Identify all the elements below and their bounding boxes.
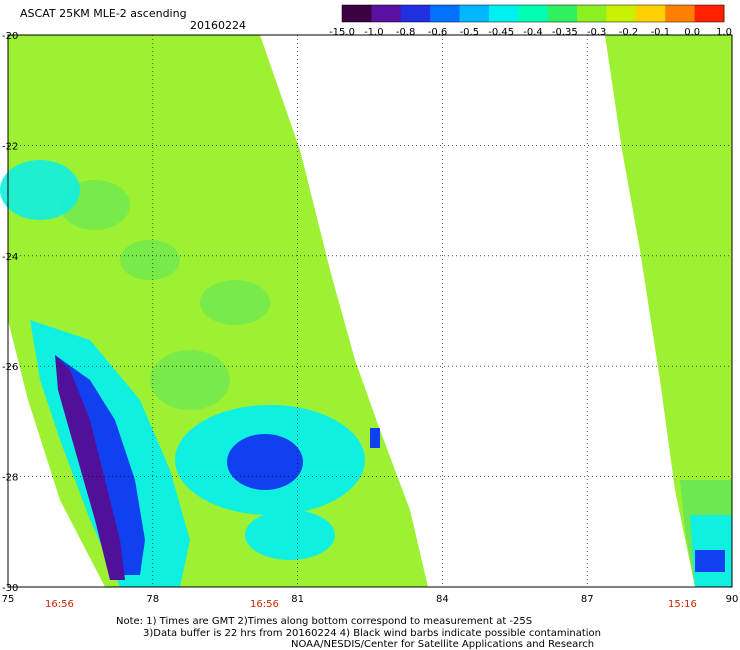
y-tick-label: -20 (2, 31, 18, 42)
colorbar-swatch (665, 5, 696, 22)
colorbar-swatch (547, 5, 578, 22)
x-tick-label: 87 (581, 594, 594, 605)
swath-feature (227, 434, 303, 490)
colorbar-swatch (400, 5, 431, 22)
x-tick-label: 78 (146, 594, 159, 605)
colorbar-swatch (518, 5, 549, 22)
map-date: 20160224 (190, 19, 246, 32)
note-line-1: Note: 1) Times are GMT 2)Times along bot… (116, 616, 533, 627)
colorbar-swatch (694, 5, 725, 22)
swath-feature (370, 428, 380, 448)
swath-feature (695, 550, 725, 572)
map-frame (7, 34, 733, 588)
swath-feature (150, 350, 230, 410)
swath-feature (245, 510, 335, 560)
colorbar-swatch (371, 5, 402, 22)
colorbar: -15.0 -1.0 -0.8 -0.6 -0.5 -0.45 -0.4 -0.35 -0.3 -… (329, 4, 732, 38)
colorbar-swatch (577, 5, 607, 22)
colorbar-swatch (606, 5, 637, 22)
swath-2-data (605, 35, 732, 587)
colorbar-swatch (488, 5, 519, 22)
swath-feature (120, 240, 180, 280)
y-tick-label: -26 (2, 362, 18, 373)
swath-time-1: 16:56 (45, 599, 74, 610)
colorbar-tick-label: -0.3 (587, 27, 607, 38)
colorbar-tick-label: 1.0 (716, 27, 732, 38)
colorbar-swatch (635, 5, 666, 22)
note-line-3: NOAA/NESDIS/Center for Satellite Applica… (291, 639, 595, 650)
colorbar-tick-label: -0.35 (552, 27, 578, 38)
map-title: ASCAT 25KM MLE-2 ascending (20, 7, 187, 20)
swath-feature (0, 160, 80, 220)
colorbar-tick-label: -1.0 (364, 27, 384, 38)
colorbar-tick-label: -0.45 (488, 27, 514, 38)
y-tick-label: -24 (2, 252, 18, 263)
colorbar-tick-label: -0.2 (619, 27, 639, 38)
note-line-2: 3)Data buffer is 22 hrs from 20160224 4)… (143, 628, 601, 639)
colorbar-tick-label: -0.1 (651, 27, 671, 38)
swath-feature (200, 280, 270, 325)
swath-time-2: 16:56 (250, 599, 279, 610)
y-tick-label: -22 (2, 141, 18, 152)
colorbar-swatch (459, 5, 490, 22)
colorbar-tick-label: -0.8 (396, 27, 416, 38)
colorbar-tick-label: 0.0 (684, 27, 700, 38)
colorbar-tick-label: -0.4 (523, 27, 543, 38)
colorbar-swatch (430, 5, 461, 22)
colorbar-tick-label: -0.6 (428, 27, 448, 38)
x-tick-label: 81 (291, 594, 304, 605)
map-panel: 75 78 81 84 87 90 -20 -22 -24 -26 -28 -30 (0, 31, 739, 605)
swath-feature (55, 355, 125, 580)
x-tick-label: 84 (436, 594, 449, 605)
y-tick-label: -28 (2, 473, 18, 484)
colorbar-swatch (342, 5, 372, 22)
x-tick-label: 90 (726, 594, 739, 605)
swath-time-3: 15:16 (668, 599, 697, 610)
x-tick-label: 75 (2, 594, 15, 605)
colorbar-tick-label: -0.5 (460, 27, 480, 38)
y-tick-label: -30 (2, 583, 18, 594)
colorbar-tick-label: -15.0 (329, 27, 355, 38)
